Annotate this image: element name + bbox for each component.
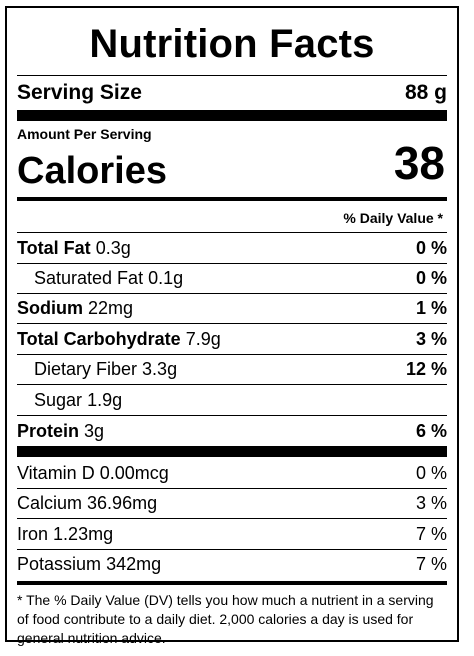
vitamin-dv: 3 % [415,493,447,513]
divider [17,232,447,233]
divider-thick [17,446,447,457]
divider [17,323,447,324]
divider [17,384,447,385]
amount-per-serving: Amount Per Serving [17,126,152,142]
divider-medium [17,581,447,585]
divider [17,293,447,294]
calories-value: 38 [393,137,445,189]
divider [17,549,447,550]
serving-size-value: 88 g [404,81,447,104]
nutrition-facts-label: Nutrition Facts Serving Size 88 g Amount… [5,6,459,646]
nutrient-name: Total Carbohydrate [17,329,181,349]
nutrient-amount: 3g [84,421,105,441]
nutrient-name: Total Fat [17,238,91,258]
nutrient-amount: 0.3g [95,238,131,258]
divider [17,518,447,519]
serving-size-label: Serving Size [17,81,142,104]
nutrient-dv: 1 % [415,298,447,318]
nutrient-dv: 6 % [415,421,447,441]
nutrient-dv: 12 % [405,359,447,379]
divider [17,488,447,489]
nutrient-dv: 3 % [415,329,447,349]
divider [17,75,447,76]
vitamin-amount: 0.00mcg [99,463,169,483]
nutrient-row-saturated-fat: Saturated Fat 0.1g 0 % [17,267,447,289]
label-title: Nutrition Facts [89,22,375,66]
vitamin-row-iron: Iron 1.23mg 7 % [17,523,447,545]
nutrient-row-total-carbohydrate: Total Carbohydrate 7.9g 3 % [17,328,447,350]
calories-label: Calories [17,150,167,192]
nutrient-name: Dietary Fiber [34,359,138,379]
nutrient-row-dietary-fiber: Dietary Fiber 3.3g 12 % [17,358,447,380]
daily-value-footnote: * The % Daily Value (DV) tells you how m… [17,592,434,646]
vitamin-row-potassium: Potassium 342mg 7 % [17,553,447,575]
vitamin-name: Potassium [17,554,102,574]
divider [17,415,447,416]
nutrient-name: Saturated Fat [34,268,144,288]
vitamin-dv: 7 % [415,554,447,574]
nutrient-amount: 7.9g [185,329,221,349]
nutrient-dv: 0 % [415,268,447,288]
nutrient-amount: 3.3g [142,359,178,379]
serving-size-row: Serving Size 88 g [17,82,447,104]
nutrient-amount: 1.9g [87,390,123,410]
divider-medium [17,197,447,201]
nutrient-dv: 0 % [415,238,447,258]
nutrient-row-total-fat: Total Fat 0.3g 0 % [17,237,447,259]
nutrient-row-protein: Protein 3g 6 % [17,420,447,442]
divider-thick [17,110,447,121]
vitamin-name: Calcium [17,493,83,513]
nutrient-name: Sodium [17,298,83,318]
nutrient-row-sodium: Sodium 22mg 1 % [17,297,447,319]
vitamin-name: Vitamin D [17,463,95,483]
vitamin-dv: 0 % [415,463,447,483]
label-content: Nutrition Facts Serving Size 88 g Amount… [17,8,447,646]
vitamin-amount: 1.23mg [53,524,114,544]
nutrient-name: Protein [17,421,80,441]
nutrient-amount: 0.1g [148,268,184,288]
daily-value-header: % Daily Value * [343,210,443,226]
vitamin-amount: 36.96mg [87,493,158,513]
vitamin-dv: 7 % [415,524,447,544]
divider [17,263,447,264]
divider [17,354,447,355]
nutrient-name: Sugar [34,390,83,410]
vitamin-row-calcium: Calcium 36.96mg 3 % [17,492,447,514]
vitamin-name: Iron [17,524,49,544]
nutrient-amount: 22mg [88,298,134,318]
vitamin-row-vitamin-d: Vitamin D 0.00mcg 0 % [17,462,447,484]
nutrient-row-sugar: Sugar 1.9g [17,389,447,411]
vitamin-amount: 342mg [106,554,162,574]
